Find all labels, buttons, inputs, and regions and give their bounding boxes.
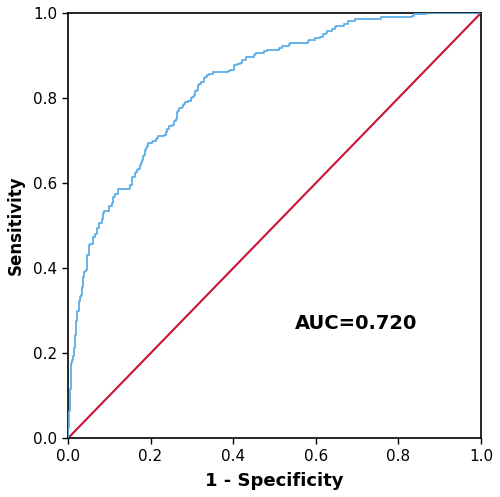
Y-axis label: Sensitivity: Sensitivity bbox=[7, 176, 25, 275]
X-axis label: 1 - Specificity: 1 - Specificity bbox=[205, 472, 344, 490]
Text: AUC=0.720: AUC=0.720 bbox=[295, 314, 418, 333]
